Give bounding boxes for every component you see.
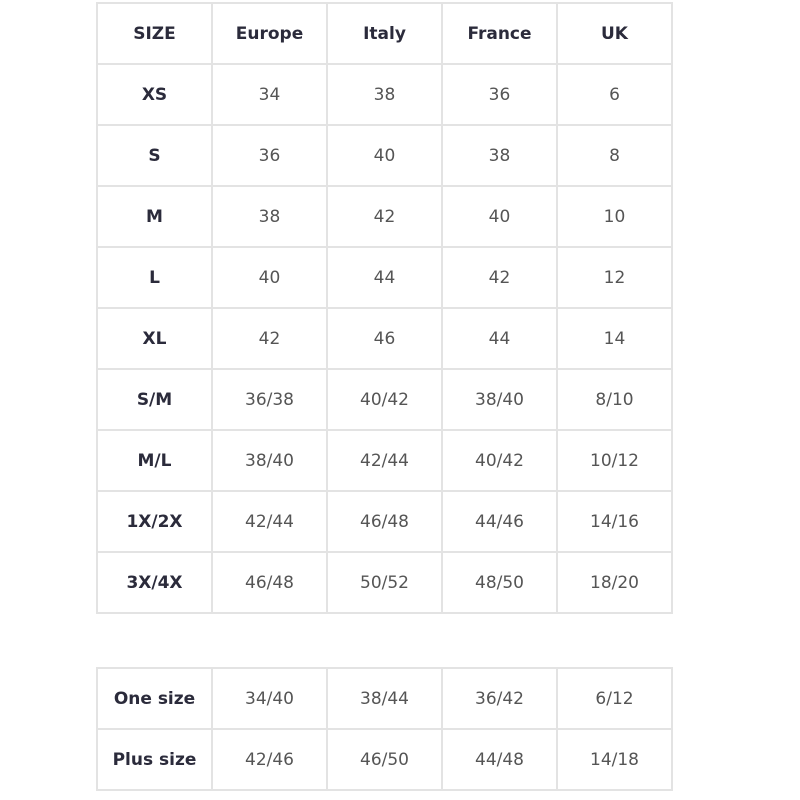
column-header: France — [441, 2, 558, 65]
size-label-cell: M/L — [96, 429, 213, 492]
table-row: M/L 38/40 42/44 40/42 10/12 — [96, 429, 673, 492]
size-value-cell: 34/40 — [211, 667, 328, 730]
table-row: One size 34/40 38/44 36/42 6/12 — [96, 667, 673, 730]
size-label-cell: Plus size — [96, 728, 213, 791]
table-row: S 36 40 38 8 — [96, 124, 673, 187]
size-value-cell: 6 — [556, 63, 673, 126]
size-value-cell: 8/10 — [556, 368, 673, 431]
size-value-cell: 12 — [556, 246, 673, 309]
size-value-cell: 36/42 — [441, 667, 558, 730]
size-value-cell: 18/20 — [556, 551, 673, 614]
size-value-cell: 40 — [326, 124, 443, 187]
table-row: 3X/4X 46/48 50/52 48/50 18/20 — [96, 551, 673, 614]
size-value-cell: 6/12 — [556, 667, 673, 730]
size-value-cell: 46/48 — [211, 551, 328, 614]
size-value-cell: 40/42 — [326, 368, 443, 431]
size-label-cell: One size — [96, 667, 213, 730]
size-value-cell: 42/46 — [211, 728, 328, 791]
column-header: SIZE — [96, 2, 213, 65]
size-value-cell: 42/44 — [211, 490, 328, 553]
size-value-cell: 38/40 — [211, 429, 328, 492]
size-value-cell: 44 — [326, 246, 443, 309]
size-value-cell: 44/48 — [441, 728, 558, 791]
size-label-cell: XL — [96, 307, 213, 370]
size-value-cell: 44/46 — [441, 490, 558, 553]
size-value-cell: 34 — [211, 63, 328, 126]
column-header: Italy — [326, 2, 443, 65]
size-label-cell: 1X/2X — [96, 490, 213, 553]
size-value-cell: 46 — [326, 307, 443, 370]
size-value-cell: 42 — [211, 307, 328, 370]
size-value-cell: 38/44 — [326, 667, 443, 730]
size-value-cell: 38 — [326, 63, 443, 126]
table-row: S/M 36/38 40/42 38/40 8/10 — [96, 368, 673, 431]
size-value-cell: 42 — [441, 246, 558, 309]
size-value-cell: 36 — [441, 63, 558, 126]
size-conversion-table: SIZE Europe Italy France UK XS 34 38 36 6 S 36 40 38 8… — [96, 2, 673, 614]
size-label-cell: M — [96, 185, 213, 248]
column-header: UK — [556, 2, 673, 65]
table-row: XS 34 38 36 6 — [96, 63, 673, 126]
size-label-cell: S — [96, 124, 213, 187]
size-value-cell: 10/12 — [556, 429, 673, 492]
table-row: L 40 44 42 12 — [96, 246, 673, 309]
size-value-cell: 38 — [211, 185, 328, 248]
size-value-cell: 10 — [556, 185, 673, 248]
table-row: XL 42 46 44 14 — [96, 307, 673, 370]
size-value-cell: 38/40 — [441, 368, 558, 431]
size-value-cell: 50/52 — [326, 551, 443, 614]
size-label-cell: S/M — [96, 368, 213, 431]
column-header: Europe — [211, 2, 328, 65]
size-value-cell: 8 — [556, 124, 673, 187]
special-size-table: One size 34/40 38/44 36/42 6/12 Plus size 42/4… — [96, 667, 673, 791]
size-value-cell: 36/38 — [211, 368, 328, 431]
size-value-cell: 42/44 — [326, 429, 443, 492]
size-value-cell: 46/50 — [326, 728, 443, 791]
size-value-cell: 36 — [211, 124, 328, 187]
size-value-cell: 46/48 — [326, 490, 443, 553]
size-value-cell: 42 — [326, 185, 443, 248]
size-value-cell: 48/50 — [441, 551, 558, 614]
table-row: 1X/2X 42/44 46/48 44/46 14/16 — [96, 490, 673, 553]
size-label-cell: L — [96, 246, 213, 309]
size-label-cell: 3X/4X — [96, 551, 213, 614]
size-value-cell: 14 — [556, 307, 673, 370]
size-value-cell: 40 — [441, 185, 558, 248]
size-value-cell: 44 — [441, 307, 558, 370]
header-row: SIZE Europe Italy France UK — [96, 2, 673, 65]
table-row: M 38 42 40 10 — [96, 185, 673, 248]
size-value-cell: 40/42 — [441, 429, 558, 492]
size-label-cell: XS — [96, 63, 213, 126]
size-value-cell: 14/18 — [556, 728, 673, 791]
size-value-cell: 14/16 — [556, 490, 673, 553]
table-row: Plus size 42/46 46/50 44/48 14/18 — [96, 728, 673, 791]
size-value-cell: 40 — [211, 246, 328, 309]
size-value-cell: 38 — [441, 124, 558, 187]
